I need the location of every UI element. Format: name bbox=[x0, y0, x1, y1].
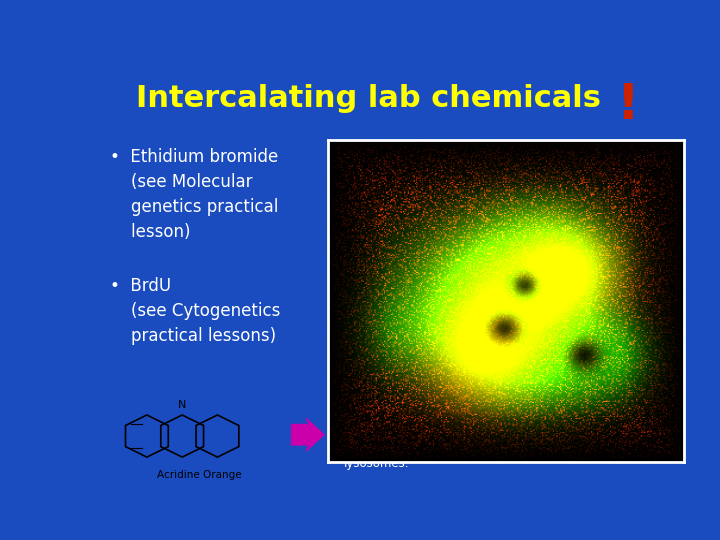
Text: Acridine Orange: Acridine Orange bbox=[158, 470, 242, 480]
Text: !: ! bbox=[617, 82, 640, 130]
Text: •  BrdU
    (see Cytogenetics
    practical lessons): • BrdU (see Cytogenetics practical lesso… bbox=[109, 277, 280, 345]
Text: A senescent endothelial cell stained with the
fluorescent dye acridine orange to: A senescent endothelial cell stained wit… bbox=[344, 424, 626, 470]
Text: Intercalating lab chemicals: Intercalating lab chemicals bbox=[137, 84, 601, 112]
Text: 18: 18 bbox=[604, 451, 620, 464]
Text: •  Ethidium bromide
    (see Molecular
    genetics practical
    lesson): • Ethidium bromide (see Molecular geneti… bbox=[109, 148, 278, 241]
Text: N: N bbox=[178, 401, 186, 410]
